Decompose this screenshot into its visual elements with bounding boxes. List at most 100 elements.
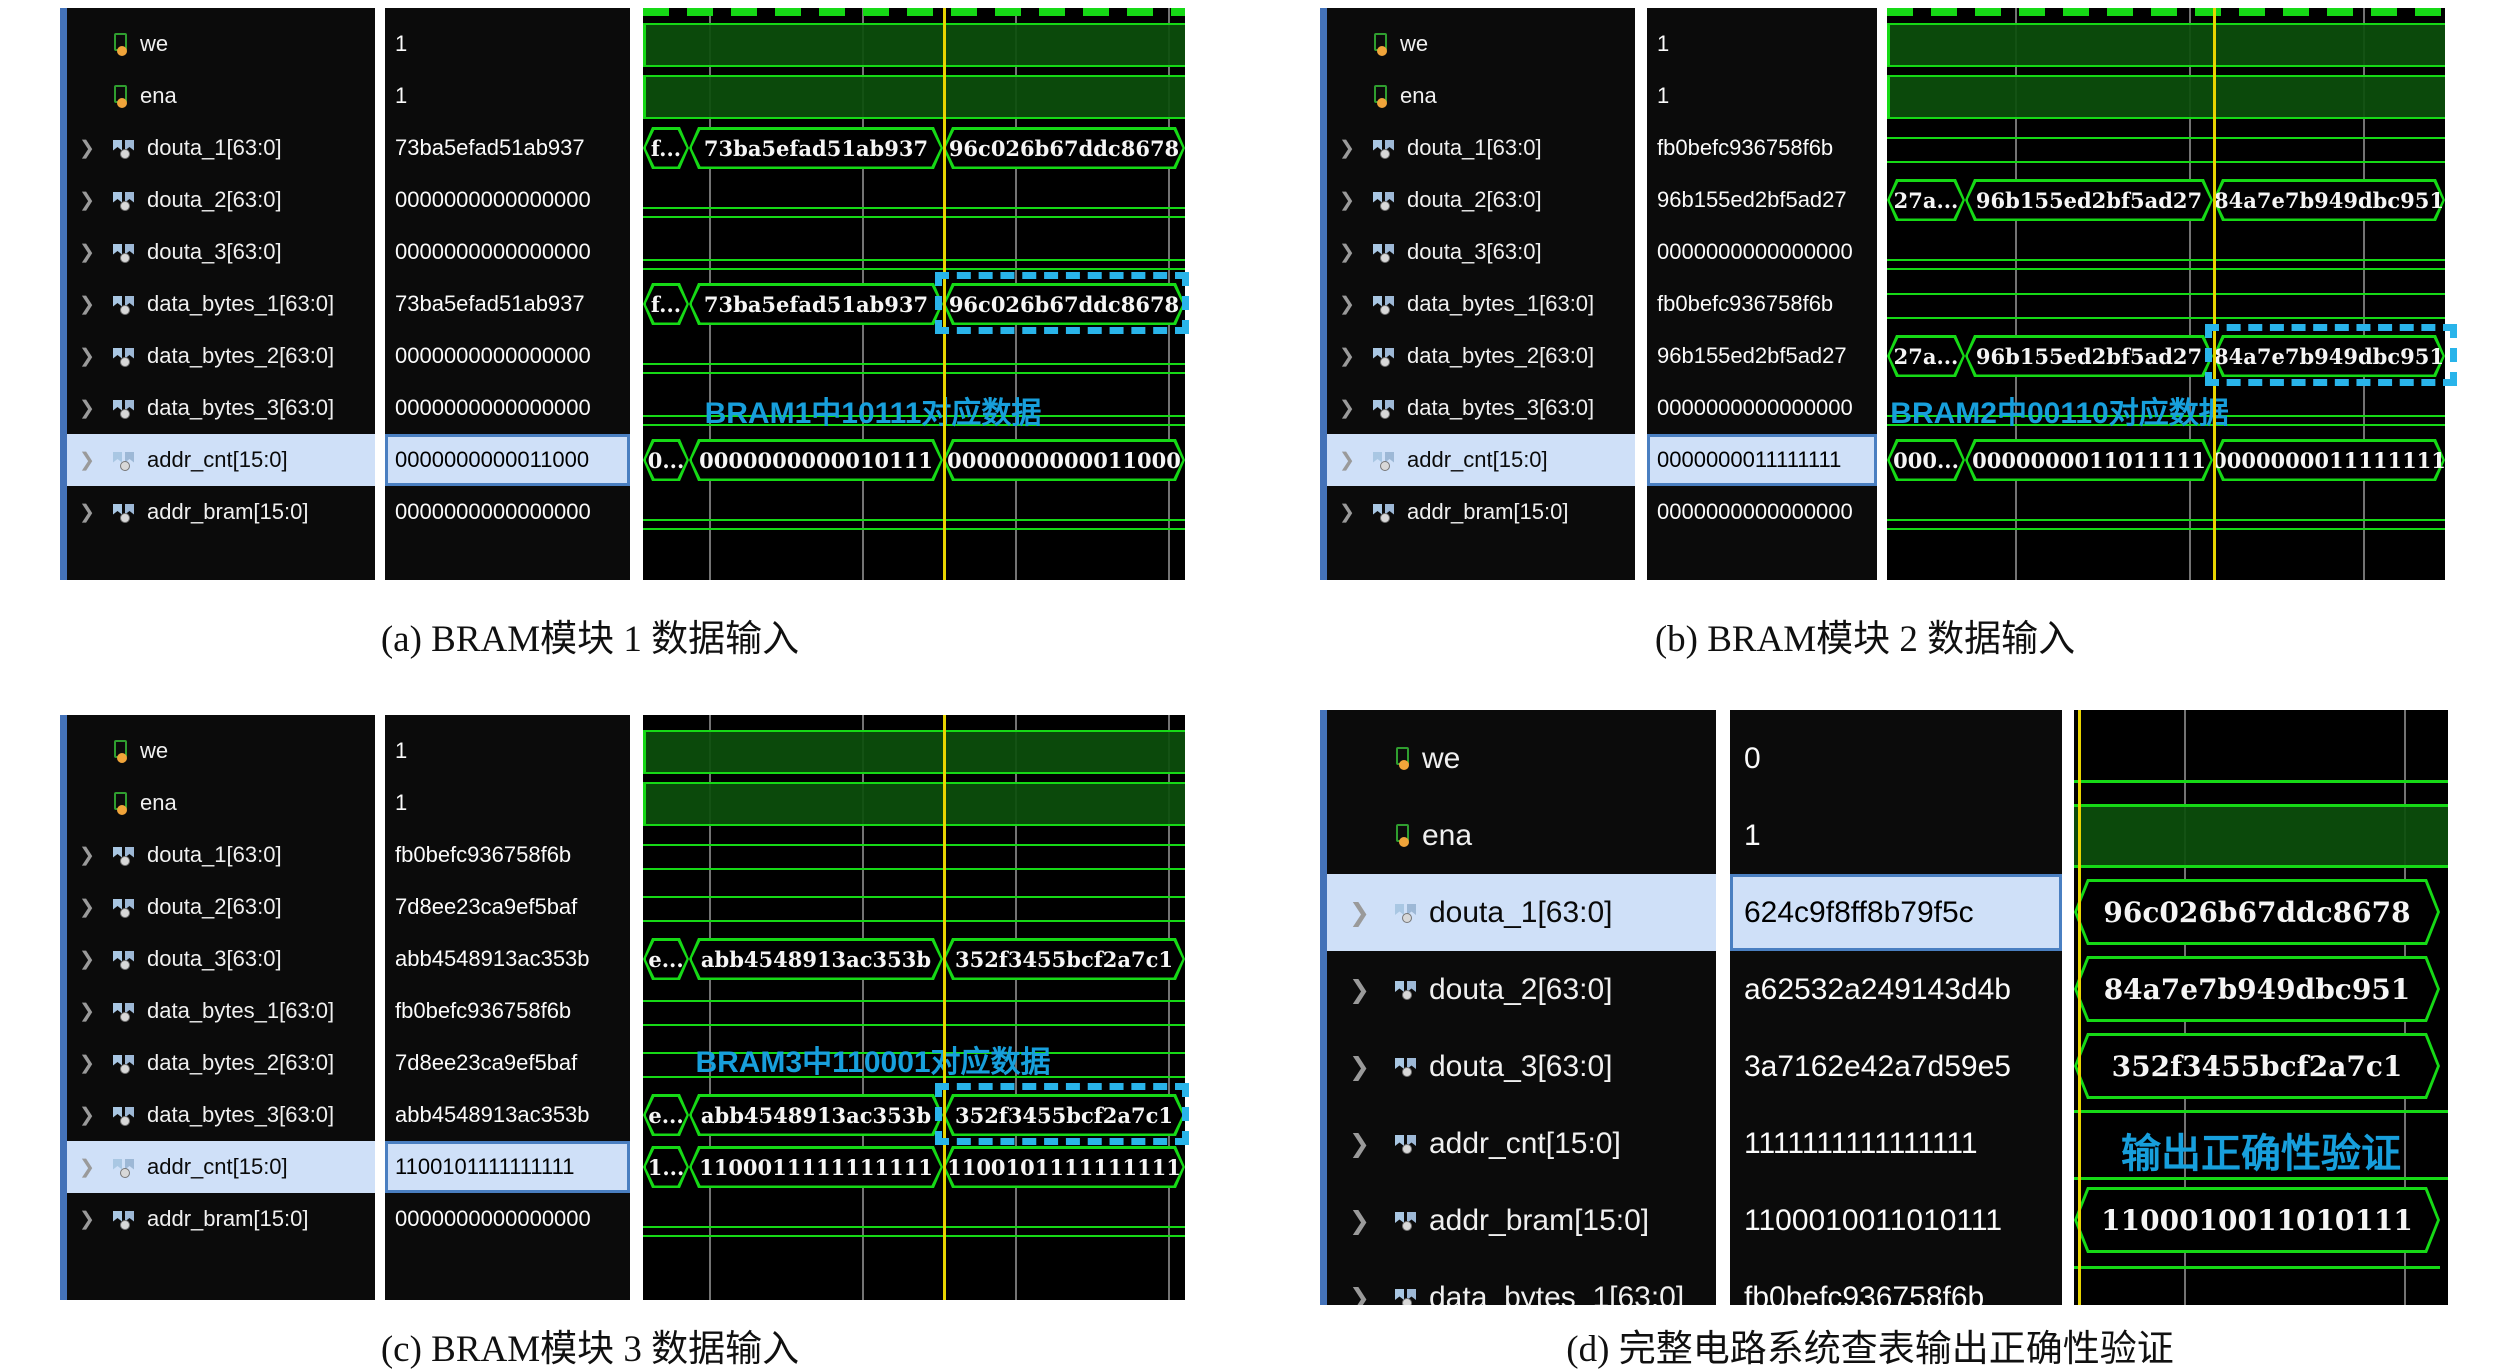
value-cell[interactable]: 0000000000000000 bbox=[1647, 382, 1877, 434]
expand-chevron-icon[interactable]: ❯ bbox=[1339, 293, 1355, 315]
value-cell-selected[interactable]: 624c9f8ff8b79f5c bbox=[1730, 874, 2062, 951]
expand-chevron-icon[interactable]: ❯ bbox=[1339, 397, 1355, 419]
signal-row-we[interactable]: ❯we bbox=[67, 18, 375, 70]
expand-chevron-icon[interactable]: ❯ bbox=[79, 1000, 95, 1022]
signal-row-douta1[interactable]: ❯ douta_1[63:0] bbox=[1327, 122, 1635, 174]
signal-row-ena[interactable]: ❯ena bbox=[67, 777, 375, 829]
value-cell[interactable]: 0000000000000000 bbox=[1647, 486, 1877, 538]
waveform-area[interactable]: 96c026b67ddc8678 84a7e7b949dbc951 352f34… bbox=[2074, 710, 2448, 1305]
signal-row-we[interactable]: ❯we bbox=[67, 725, 375, 777]
signal-row-addrbram[interactable]: ❯ addr_bram[15:0] bbox=[67, 486, 375, 538]
value-cell[interactable]: a62532a249143d4b bbox=[1730, 951, 2062, 1028]
expand-chevron-icon[interactable]: ❯ bbox=[1339, 189, 1355, 211]
expand-chevron-icon[interactable]: ❯ bbox=[79, 293, 95, 315]
waveform-area[interactable]: e... abb4548913ac353b 352f3455bcf2a7c1 e… bbox=[643, 715, 1189, 1300]
time-cursor[interactable] bbox=[2078, 710, 2081, 1305]
signal-row-addrcnt[interactable]: ❯ addr_cnt[15:0] bbox=[1327, 1105, 1716, 1182]
value-cell-clipped[interactable]: fb0befc936758f6b bbox=[1730, 1259, 2062, 1306]
expand-chevron-icon[interactable]: ❯ bbox=[79, 1208, 95, 1230]
expand-chevron-icon[interactable]: ❯ bbox=[1349, 975, 1370, 1004]
expand-chevron-icon[interactable]: ❯ bbox=[1349, 1129, 1370, 1158]
signal-row-douta2[interactable]: ❯ douta_2[63:0] bbox=[67, 174, 375, 226]
signal-row-douta3[interactable]: ❯ douta_3[63:0] bbox=[1327, 1028, 1716, 1105]
waveform-area[interactable]: f... 73ba5efad51ab937 96c026b67ddc8678 f… bbox=[643, 8, 1189, 580]
signal-row-databytes1-clipped[interactable]: ❯ data_bytes_1[63:0] bbox=[1327, 1259, 1716, 1305]
value-cell[interactable]: 0 bbox=[1730, 720, 2062, 797]
signal-row-databytes1[interactable]: ❯ data_bytes_1[63:0] bbox=[67, 985, 375, 1037]
signal-row-databytes3[interactable]: ❯ data_bytes_3[63:0] bbox=[67, 382, 375, 434]
time-cursor[interactable] bbox=[943, 715, 946, 1300]
value-cell[interactable]: 0000000000000000 bbox=[1647, 226, 1877, 278]
signal-row-douta1[interactable]: ❯ douta_1[63:0] bbox=[67, 829, 375, 881]
signal-row-douta3[interactable]: ❯ douta_3[63:0] bbox=[1327, 226, 1635, 278]
signal-row-databytes2[interactable]: ❯ data_bytes_2[63:0] bbox=[1327, 330, 1635, 382]
value-cell[interactable]: 0000000000000000 bbox=[385, 330, 630, 382]
time-cursor[interactable] bbox=[2213, 8, 2216, 580]
value-cell[interactable]: 1 bbox=[385, 725, 630, 777]
signal-row-addrcnt-selected[interactable]: ❯ addr_cnt[15:0] bbox=[1327, 434, 1635, 486]
value-cell[interactable]: 7d8ee23ca9ef5baf bbox=[385, 881, 630, 933]
value-cell[interactable]: 1 bbox=[1647, 70, 1877, 122]
value-cell[interactable]: 1100010011010111 bbox=[1730, 1182, 2062, 1259]
signal-row-databytes1[interactable]: ❯ data_bytes_1[63:0] bbox=[1327, 278, 1635, 330]
signal-row-ena[interactable]: ❯ena bbox=[67, 70, 375, 122]
signal-row-douta3[interactable]: ❯ douta_3[63:0] bbox=[67, 933, 375, 985]
signal-row-addrcnt-selected[interactable]: ❯ addr_cnt[15:0] bbox=[67, 1141, 375, 1193]
value-cell[interactable]: 0000000000000000 bbox=[385, 486, 630, 538]
expand-chevron-icon[interactable]: ❯ bbox=[1339, 137, 1355, 159]
signal-row-databytes2[interactable]: ❯ data_bytes_2[63:0] bbox=[67, 1037, 375, 1089]
expand-chevron-icon[interactable]: ❯ bbox=[79, 844, 95, 866]
value-cell[interactable]: 0000000000000000 bbox=[385, 174, 630, 226]
signal-row-douta1-selected[interactable]: ❯ douta_1[63:0] bbox=[1327, 874, 1716, 951]
value-cell[interactable]: fb0befc936758f6b bbox=[1647, 122, 1877, 174]
value-cell-selected[interactable]: 0000000000011000 bbox=[385, 434, 630, 486]
value-cell[interactable]: 0000000000000000 bbox=[385, 1193, 630, 1245]
signal-row-addrbram[interactable]: ❯ addr_bram[15:0] bbox=[67, 1193, 375, 1245]
signal-row-databytes2[interactable]: ❯ data_bytes_2[63:0] bbox=[67, 330, 375, 382]
signal-row-ena[interactable]: ❯ena bbox=[1327, 70, 1635, 122]
value-cell[interactable]: 7d8ee23ca9ef5baf bbox=[385, 1037, 630, 1089]
signal-row-we[interactable]: ❯we bbox=[1327, 18, 1635, 70]
expand-chevron-icon[interactable]: ❯ bbox=[1349, 898, 1370, 927]
expand-chevron-icon[interactable]: ❯ bbox=[1339, 501, 1355, 523]
expand-chevron-icon[interactable]: ❯ bbox=[79, 948, 95, 970]
signal-row-addrbram[interactable]: ❯ addr_bram[15:0] bbox=[1327, 486, 1635, 538]
expand-chevron-icon[interactable]: ❯ bbox=[79, 345, 95, 367]
value-cell[interactable]: 3a7162e42a7d59e5 bbox=[1730, 1028, 2062, 1105]
time-cursor[interactable] bbox=[943, 8, 946, 580]
value-cell-selected[interactable]: 1100101111111111 bbox=[385, 1141, 630, 1193]
value-cell[interactable]: abb4548913ac353b bbox=[385, 933, 630, 985]
value-cell[interactable]: 73ba5efad51ab937 bbox=[385, 122, 630, 174]
expand-chevron-icon[interactable]: ❯ bbox=[1339, 449, 1355, 471]
value-cell[interactable]: 1 bbox=[385, 70, 630, 122]
signal-row-douta3[interactable]: ❯ douta_3[63:0] bbox=[67, 226, 375, 278]
expand-chevron-icon[interactable]: ❯ bbox=[79, 449, 95, 471]
value-cell[interactable]: 0000000000000000 bbox=[385, 226, 630, 278]
signal-row-databytes3[interactable]: ❯ data_bytes_3[63:0] bbox=[67, 1089, 375, 1141]
value-cell[interactable]: fb0befc936758f6b bbox=[385, 985, 630, 1037]
signal-row-we[interactable]: ❯we bbox=[1327, 720, 1716, 797]
value-cell[interactable]: 1 bbox=[1730, 797, 2062, 874]
expand-chevron-icon[interactable]: ❯ bbox=[1339, 241, 1355, 263]
expand-chevron-icon[interactable]: ❯ bbox=[79, 241, 95, 263]
expand-chevron-icon[interactable]: ❯ bbox=[79, 189, 95, 211]
value-cell[interactable]: abb4548913ac353b bbox=[385, 1089, 630, 1141]
expand-chevron-icon[interactable]: ❯ bbox=[79, 1052, 95, 1074]
signal-row-douta2[interactable]: ❯ douta_2[63:0] bbox=[1327, 174, 1635, 226]
value-cell[interactable]: 1 bbox=[385, 18, 630, 70]
expand-chevron-icon[interactable]: ❯ bbox=[79, 896, 95, 918]
signal-row-douta2[interactable]: ❯ douta_2[63:0] bbox=[1327, 951, 1716, 1028]
expand-chevron-icon[interactable]: ❯ bbox=[79, 1104, 95, 1126]
signal-row-addrcnt-selected[interactable]: ❯ addr_cnt[15:0] bbox=[67, 434, 375, 486]
signal-row-ena[interactable]: ❯ena bbox=[1327, 797, 1716, 874]
expand-chevron-icon[interactable]: ❯ bbox=[1349, 1206, 1370, 1235]
signal-row-douta2[interactable]: ❯ douta_2[63:0] bbox=[67, 881, 375, 933]
signal-row-databytes3[interactable]: ❯ data_bytes_3[63:0] bbox=[1327, 382, 1635, 434]
value-cell[interactable]: 0000000000000000 bbox=[385, 382, 630, 434]
value-cell[interactable]: 96b155ed2bf5ad27 bbox=[1647, 174, 1877, 226]
expand-chevron-icon[interactable]: ❯ bbox=[1339, 345, 1355, 367]
expand-chevron-icon[interactable]: ❯ bbox=[1349, 1052, 1370, 1081]
value-cell[interactable]: 1 bbox=[385, 777, 630, 829]
value-cell[interactable]: fb0befc936758f6b bbox=[385, 829, 630, 881]
expand-chevron-icon[interactable]: ❯ bbox=[79, 137, 95, 159]
